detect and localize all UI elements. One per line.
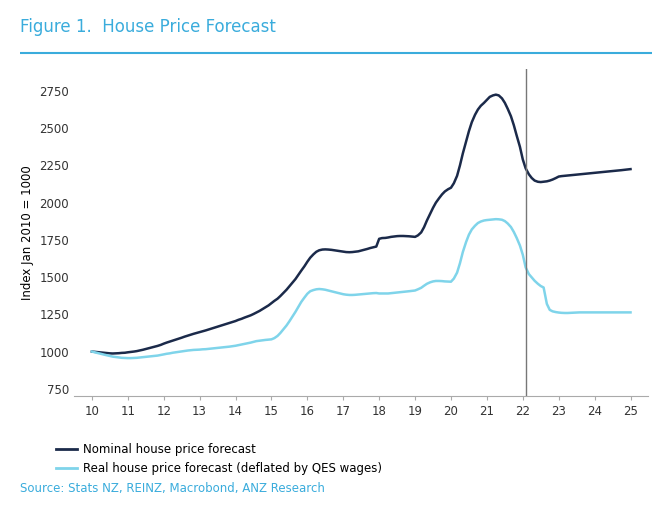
Text: Source: Stats NZ, REINZ, Macrobond, ANZ Research: Source: Stats NZ, REINZ, Macrobond, ANZ … [20, 482, 325, 495]
Legend: Nominal house price forecast, Real house price forecast (deflated by QES wages): Nominal house price forecast, Real house… [51, 438, 386, 480]
Text: Figure 1.  House Price Forecast: Figure 1. House Price Forecast [20, 18, 276, 36]
Y-axis label: Index Jan 2010 = 1000: Index Jan 2010 = 1000 [21, 165, 34, 300]
